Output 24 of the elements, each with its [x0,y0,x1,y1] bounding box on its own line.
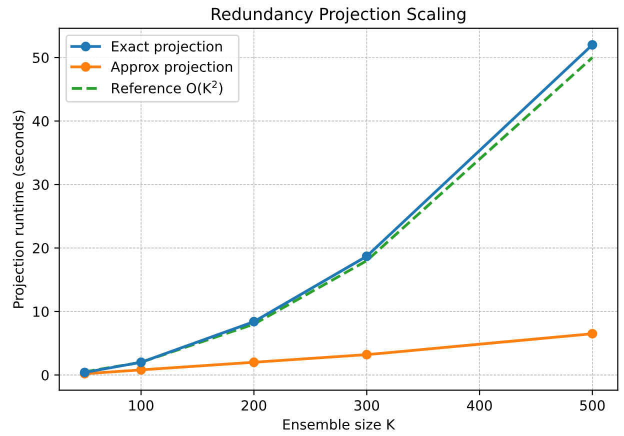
y-tick-label: 50 [32,52,49,64]
point [588,40,598,50]
legend-label: Reference O(K$^{2}$) [112,80,222,96]
point [249,316,259,327]
x-tick-label: 300 [354,400,380,411]
point [362,251,372,262]
point [136,357,146,368]
x-tick-label: 500 [580,400,605,411]
x-tick-label: 100 [129,400,154,411]
y-tick-label: 30 [32,179,49,190]
x-tick-label: 200 [242,400,266,411]
x-axis-title: Ensemble size K [283,418,396,430]
chart-title: Redundancy Projection Scaling [212,7,466,24]
legend-label: Exact projection [112,40,222,54]
y-tick-label: 40 [32,116,49,127]
point [362,350,372,360]
legend-label: Approx projection [110,61,232,75]
x-tick-label: 400 [466,400,492,411]
y-tick-label: 20 [32,242,49,254]
point [249,357,259,368]
y-tick-label: 10 [33,306,49,317]
y-tick-label: 0 [42,370,49,380]
point [588,328,598,339]
y-axis-title: Projection runtime (seconds) [12,110,26,308]
